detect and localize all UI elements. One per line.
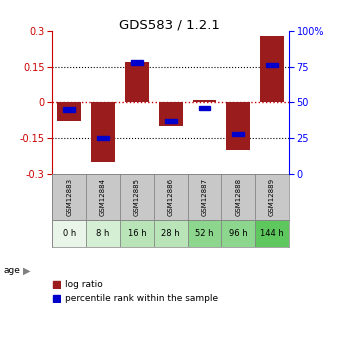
Bar [57, 102, 81, 121]
Bar [97, 136, 109, 140]
Bar [226, 102, 250, 150]
Text: GSM12886: GSM12886 [168, 178, 174, 216]
Text: GSM12889: GSM12889 [269, 178, 275, 216]
Bar [120, 220, 154, 247]
Bar [165, 119, 177, 123]
Bar [221, 220, 255, 247]
Bar [233, 131, 244, 136]
Text: log ratio: log ratio [65, 280, 103, 289]
Bar [266, 63, 278, 67]
Bar [154, 174, 188, 220]
Text: 0 h: 0 h [63, 229, 76, 238]
Bar [86, 220, 120, 247]
Bar [120, 174, 154, 220]
Text: GSM12887: GSM12887 [201, 178, 208, 216]
Bar [53, 295, 60, 302]
Text: age: age [3, 266, 20, 275]
Bar [221, 174, 255, 220]
Bar [154, 220, 188, 247]
Bar [255, 220, 289, 247]
Bar [52, 220, 86, 247]
Bar [159, 102, 183, 126]
Text: GSM12888: GSM12888 [235, 178, 241, 216]
Text: GSM12885: GSM12885 [134, 178, 140, 216]
Bar [260, 36, 284, 102]
Bar [64, 107, 75, 111]
Bar [199, 106, 210, 110]
Bar [255, 174, 289, 220]
Bar [125, 62, 149, 102]
Bar [52, 174, 86, 220]
Text: 28 h: 28 h [161, 229, 180, 238]
Text: ▶: ▶ [23, 266, 30, 276]
Text: GDS583 / 1.2.1: GDS583 / 1.2.1 [119, 19, 219, 32]
Text: 96 h: 96 h [229, 229, 248, 238]
Bar [53, 281, 60, 288]
Text: 144 h: 144 h [260, 229, 284, 238]
Text: GSM12883: GSM12883 [66, 178, 72, 216]
Text: 52 h: 52 h [195, 229, 214, 238]
Text: GSM12884: GSM12884 [100, 178, 106, 216]
Bar [91, 102, 115, 162]
Bar [188, 220, 221, 247]
Bar [193, 100, 216, 102]
Text: percentile rank within the sample: percentile rank within the sample [65, 294, 218, 303]
Text: 16 h: 16 h [127, 229, 146, 238]
Bar [188, 174, 221, 220]
Bar [86, 174, 120, 220]
Text: 8 h: 8 h [96, 229, 110, 238]
Bar [131, 60, 143, 65]
